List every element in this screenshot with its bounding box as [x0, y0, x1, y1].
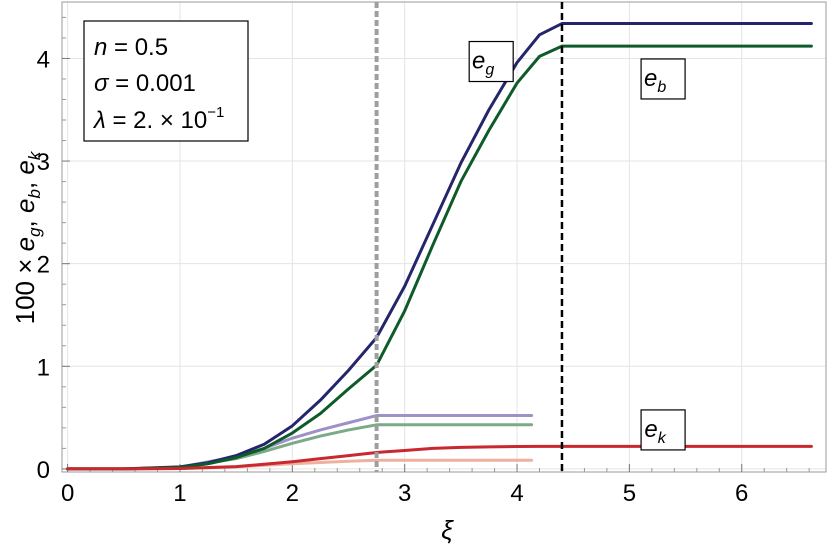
- parameters-box: n = 0.5 σ = 0.001 λ = 2. × 10−1: [83, 20, 249, 142]
- x-tick-label: 0: [61, 480, 74, 507]
- y-tick-label: 1: [37, 354, 50, 381]
- curve-label-box: [640, 58, 686, 100]
- curve-label-text: eg: [472, 48, 494, 79]
- curve-label-text: ek: [644, 416, 666, 447]
- x-tick-label: 5: [623, 480, 636, 507]
- curve-label-text: eb: [644, 65, 666, 96]
- curve-labels: eg eb ek: [468, 40, 686, 451]
- y-tick-label: 4: [37, 46, 50, 73]
- series-lines: [66, 22, 813, 471]
- x-tick-label: 6: [735, 480, 748, 507]
- x-tick-label: 4: [510, 480, 523, 507]
- y-tick-label: 3: [37, 149, 50, 176]
- plot-frame: [61, 1, 827, 473]
- curve-label-box: [640, 409, 686, 451]
- y-axis-title: 100 × eg, eb, ek: [10, 150, 44, 324]
- parameters-box-frame: [83, 20, 249, 142]
- axis-ticks: 0 1 2 3 4 5 6 0 1 2 3 4: [37, 16, 810, 507]
- vertical-markers: [374, 2, 564, 472]
- param-sigma: σ = 0.001: [94, 70, 196, 97]
- param-lambda: λ = 2. × 10−1: [92, 104, 224, 134]
- curve-label-box: [468, 40, 514, 83]
- series-line-2: [66, 444, 813, 471]
- x-tick-label: 2: [286, 480, 299, 507]
- series-line-1: [66, 44, 813, 471]
- x-tick-label: 3: [398, 480, 411, 507]
- y-tick-label: 0: [37, 457, 50, 484]
- x-tick-label: 1: [173, 480, 186, 507]
- x-axis-title: ξ: [441, 515, 454, 545]
- param-n: n = 0.5: [94, 34, 168, 61]
- y-tick-label: 2: [37, 252, 50, 279]
